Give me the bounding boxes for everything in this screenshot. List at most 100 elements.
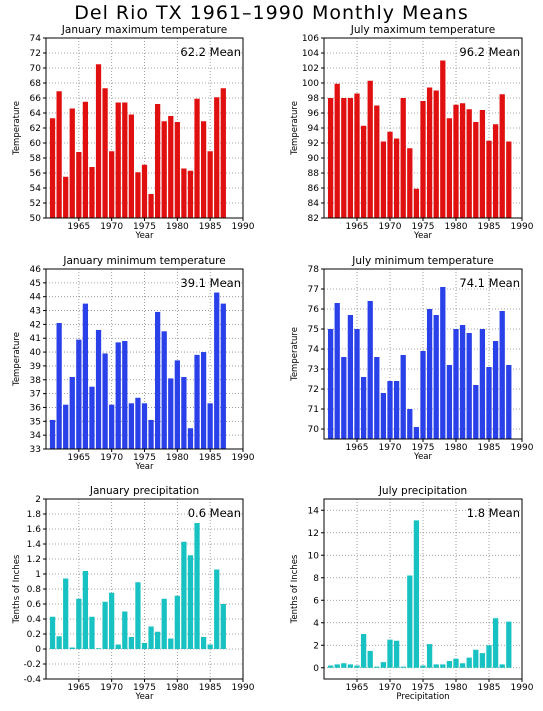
- y-tick-label: 43: [30, 307, 41, 317]
- y-tick-label: 52: [30, 199, 41, 209]
- bar: [174, 122, 180, 218]
- y-tick-label: 104: [302, 49, 319, 59]
- y-tick-label: 73: [308, 365, 319, 375]
- mean-label: 96.2 Mean: [459, 45, 520, 59]
- y-tick-label: 0.6: [27, 600, 42, 610]
- bar: [459, 663, 466, 668]
- bar: [76, 339, 82, 449]
- bar: [76, 152, 82, 218]
- y-tick-label: 96: [308, 109, 320, 119]
- bar: [109, 592, 115, 649]
- bar: [387, 131, 393, 218]
- chart-title: July precipitation: [378, 485, 467, 497]
- bar: [168, 116, 174, 218]
- y-tick-label: 66: [30, 94, 42, 104]
- bar: [506, 365, 512, 439]
- bar: [499, 311, 505, 439]
- x-tick-label: 1985: [199, 222, 222, 232]
- bar: [374, 666, 380, 668]
- bar: [473, 122, 479, 218]
- bar: [214, 292, 220, 449]
- bar: [200, 637, 207, 649]
- x-tick-label: 1990: [511, 222, 534, 232]
- bar: [426, 87, 433, 218]
- bar: [95, 329, 102, 449]
- bar: [207, 644, 213, 649]
- mean-label: 39.1 Mean: [180, 276, 241, 290]
- bar: [407, 409, 413, 439]
- y-axis-label: Tenths of Inches: [290, 554, 300, 624]
- y-tick-label: 75: [308, 325, 319, 335]
- bar: [492, 618, 499, 668]
- bar: [122, 341, 128, 449]
- bar: [89, 616, 95, 649]
- x-tick-label: 1965: [67, 683, 90, 693]
- bar: [56, 636, 62, 649]
- chart-2: 82 84 86 88 90 92 94 96 98 100 102 104 106 1965 1970 19…: [290, 24, 534, 241]
- y-tick-label: 78: [308, 265, 320, 275]
- bar: [420, 351, 426, 439]
- bar: [95, 648, 102, 649]
- bar: [220, 604, 226, 649]
- chart-title: July maximum temperature: [350, 24, 495, 36]
- x-tick-label: 1985: [478, 443, 501, 453]
- y-tick-label: 76: [308, 305, 320, 315]
- bar: [115, 342, 121, 449]
- x-tick-label: 1975: [412, 683, 435, 693]
- x-tick-label: 1990: [232, 222, 255, 232]
- y-tick-label: 1.8: [27, 510, 42, 520]
- bar: [413, 520, 420, 668]
- bar: [161, 598, 167, 649]
- bar: [194, 98, 200, 218]
- bar: [128, 403, 134, 449]
- x-tick-label: 1975: [412, 443, 435, 453]
- bar: [155, 311, 161, 449]
- bar: [49, 616, 56, 649]
- bar: [194, 523, 200, 649]
- y-tick-label: 37: [30, 390, 41, 400]
- x-tick-label: 1970: [379, 222, 402, 232]
- bar: [76, 598, 82, 649]
- bar: [420, 101, 426, 218]
- bar: [374, 357, 380, 439]
- bar: [334, 303, 340, 439]
- x-tick-label: 1965: [346, 443, 369, 453]
- y-tick-label: 40: [30, 348, 42, 358]
- bar: [200, 352, 207, 449]
- bar: [374, 105, 380, 218]
- bar: [486, 645, 492, 668]
- y-tick-label: 1.2: [27, 555, 41, 565]
- mean-label: 62.2 Mean: [180, 45, 241, 59]
- x-tick-label: 1980: [445, 222, 468, 232]
- bar: [181, 377, 187, 449]
- bar: [380, 393, 387, 439]
- y-tick-label: 6: [313, 596, 319, 606]
- bar: [200, 121, 207, 218]
- bar: [49, 118, 56, 218]
- x-tick-label: 1965: [346, 683, 369, 693]
- y-axis-label: Temperature: [12, 332, 22, 387]
- bar: [49, 419, 56, 449]
- bar: [341, 663, 347, 668]
- bar: [220, 88, 226, 218]
- bar: [187, 428, 194, 449]
- x-tick-label: 1985: [478, 222, 501, 232]
- bar: [109, 404, 115, 449]
- chart-title: January minimum temperature: [62, 255, 225, 267]
- bar: [82, 303, 89, 449]
- bar: [492, 341, 499, 439]
- bar: [115, 102, 121, 218]
- x-tick-label: 1970: [100, 453, 123, 463]
- bar: [148, 626, 154, 649]
- bar: [141, 643, 148, 649]
- bar: [334, 664, 340, 668]
- bar: [506, 621, 512, 668]
- y-tick-label: 94: [308, 124, 320, 134]
- x-tick-label: 1975: [133, 222, 156, 232]
- bar: [393, 640, 400, 668]
- bar: [387, 639, 393, 668]
- bar: [95, 64, 102, 218]
- bar: [499, 664, 505, 668]
- bar: [135, 397, 141, 449]
